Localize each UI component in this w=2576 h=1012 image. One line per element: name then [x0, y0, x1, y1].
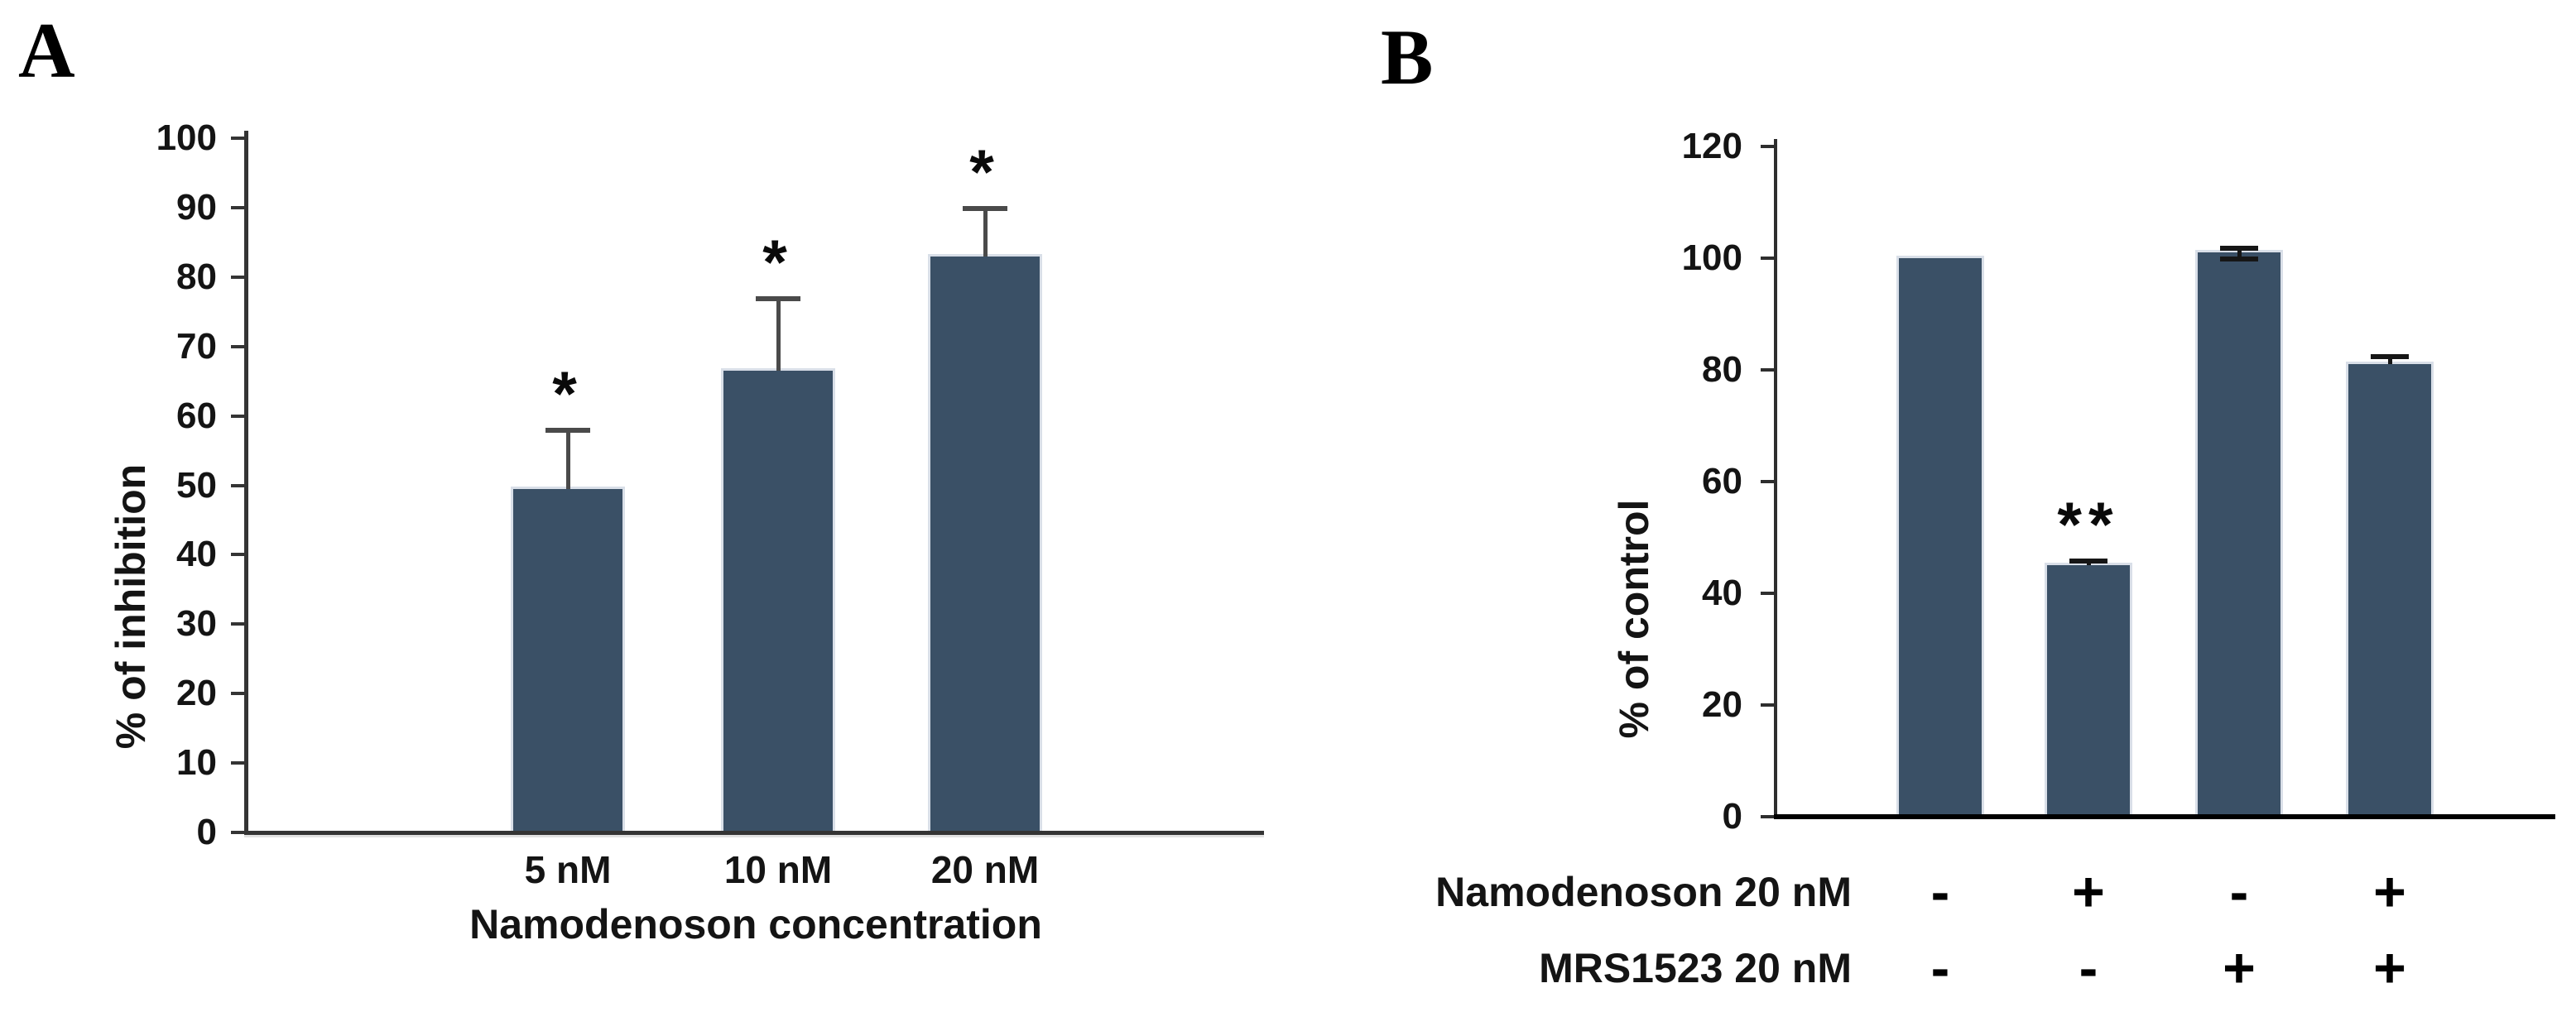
y-tick-label: 70 — [176, 325, 217, 367]
y-tick-mark — [231, 344, 248, 348]
error-bar-cap-bottom — [2220, 257, 2258, 261]
y-tick-label: 30 — [176, 603, 217, 645]
y-tick-label: 50 — [176, 464, 217, 506]
error-bar-stem — [566, 429, 570, 489]
condition-sign-row2-col4: + — [2373, 937, 2406, 1000]
error-bar-cap-top — [545, 428, 590, 434]
panel-b-x-baseline — [1774, 814, 2555, 819]
y-tick-mark — [1761, 703, 1777, 707]
condition-row-label-mrs1523: MRS1523 20 nM — [1539, 945, 1852, 991]
condition-sign-row1-col4: + — [2373, 861, 2406, 923]
error-bar-stem — [983, 207, 988, 257]
y-tick-label: 100 — [1681, 237, 1742, 278]
panel-b-label: B — [1381, 13, 1434, 101]
bar-condition-3 — [2198, 252, 2280, 817]
bar-20-nm — [930, 256, 1040, 832]
significance-mark: * — [552, 359, 584, 430]
y-tick-mark — [231, 622, 248, 626]
condition-sign-row2-col1: - — [1930, 937, 1950, 1000]
y-tick-mark — [231, 831, 248, 834]
y-tick-mark — [231, 275, 248, 279]
panel-a-y-axis-line — [244, 131, 248, 834]
y-tick-mark — [1761, 480, 1777, 483]
significance-mark: ** — [2057, 489, 2120, 560]
y-tick-label: 40 — [1702, 573, 1742, 613]
x-category-label: 5 nM — [524, 848, 612, 891]
error-bar-cap-top — [2371, 354, 2409, 360]
bar-10-nm — [723, 371, 833, 832]
y-tick-label: 80 — [176, 256, 217, 297]
panel-a-x-baseline — [244, 831, 1264, 835]
y-tick-mark — [231, 483, 248, 487]
y-tick-mark — [1761, 815, 1777, 818]
y-tick-mark — [1761, 592, 1777, 595]
error-bar-cap-top — [756, 295, 800, 301]
error-bar-stem — [2388, 356, 2392, 365]
condition-sign-row1-col3: - — [2229, 861, 2249, 923]
y-tick-label: 40 — [176, 534, 217, 575]
bar-condition-1 — [1899, 258, 1982, 817]
significance-mark: * — [762, 227, 794, 298]
condition-row-label-namodenoson: Namodenoson 20 nM — [1435, 869, 1852, 915]
panel-a-label: A — [18, 7, 75, 94]
panel-b-y-axis-line — [1774, 139, 1777, 818]
y-tick-label: 90 — [176, 186, 217, 228]
bar-5-nm — [513, 488, 622, 832]
y-tick-label: 80 — [1702, 349, 1742, 390]
y-tick-label: 60 — [1702, 461, 1742, 501]
y-tick-mark — [1761, 145, 1777, 148]
y-tick-mark — [231, 761, 248, 765]
error-bar-cap-top — [963, 205, 1007, 211]
y-tick-mark — [231, 553, 248, 557]
significance-mark: * — [969, 137, 1001, 208]
error-bar-stem — [2237, 247, 2242, 258]
x-category-label: 20 nM — [930, 848, 1040, 891]
y-tick-mark — [231, 205, 248, 209]
y-tick-label: 100 — [156, 118, 217, 158]
error-bar-cap-top — [2220, 245, 2258, 251]
y-tick-label: 60 — [176, 395, 217, 436]
condition-sign-row2-col3: + — [2223, 937, 2256, 1000]
bar-condition-2 — [2047, 565, 2130, 817]
y-tick-mark — [231, 692, 248, 696]
x-category-label: 10 nM — [723, 848, 833, 891]
y-tick-label: 120 — [1681, 126, 1742, 166]
y-tick-label: 20 — [1702, 684, 1742, 725]
y-tick-label: 10 — [176, 742, 217, 784]
bar-condition-4 — [2348, 364, 2431, 817]
y-tick-mark — [231, 137, 248, 140]
error-bar-cap-top — [2069, 558, 2107, 564]
condition-sign-row2-col2: - — [2079, 937, 2098, 1000]
y-tick-label: 20 — [176, 673, 217, 714]
condition-sign-row1-col1: - — [1930, 861, 1950, 923]
condition-sign-row1-col2: + — [2072, 861, 2105, 923]
panel-a-x-axis-title: Namodenoson concentration — [469, 901, 1042, 947]
y-tick-mark — [1761, 368, 1777, 372]
y-tick-mark — [1761, 257, 1777, 260]
y-tick-mark — [231, 414, 248, 418]
y-tick-label: 0 — [196, 812, 217, 852]
error-bar-stem — [776, 297, 781, 372]
y-tick-label: 0 — [1722, 796, 1742, 837]
